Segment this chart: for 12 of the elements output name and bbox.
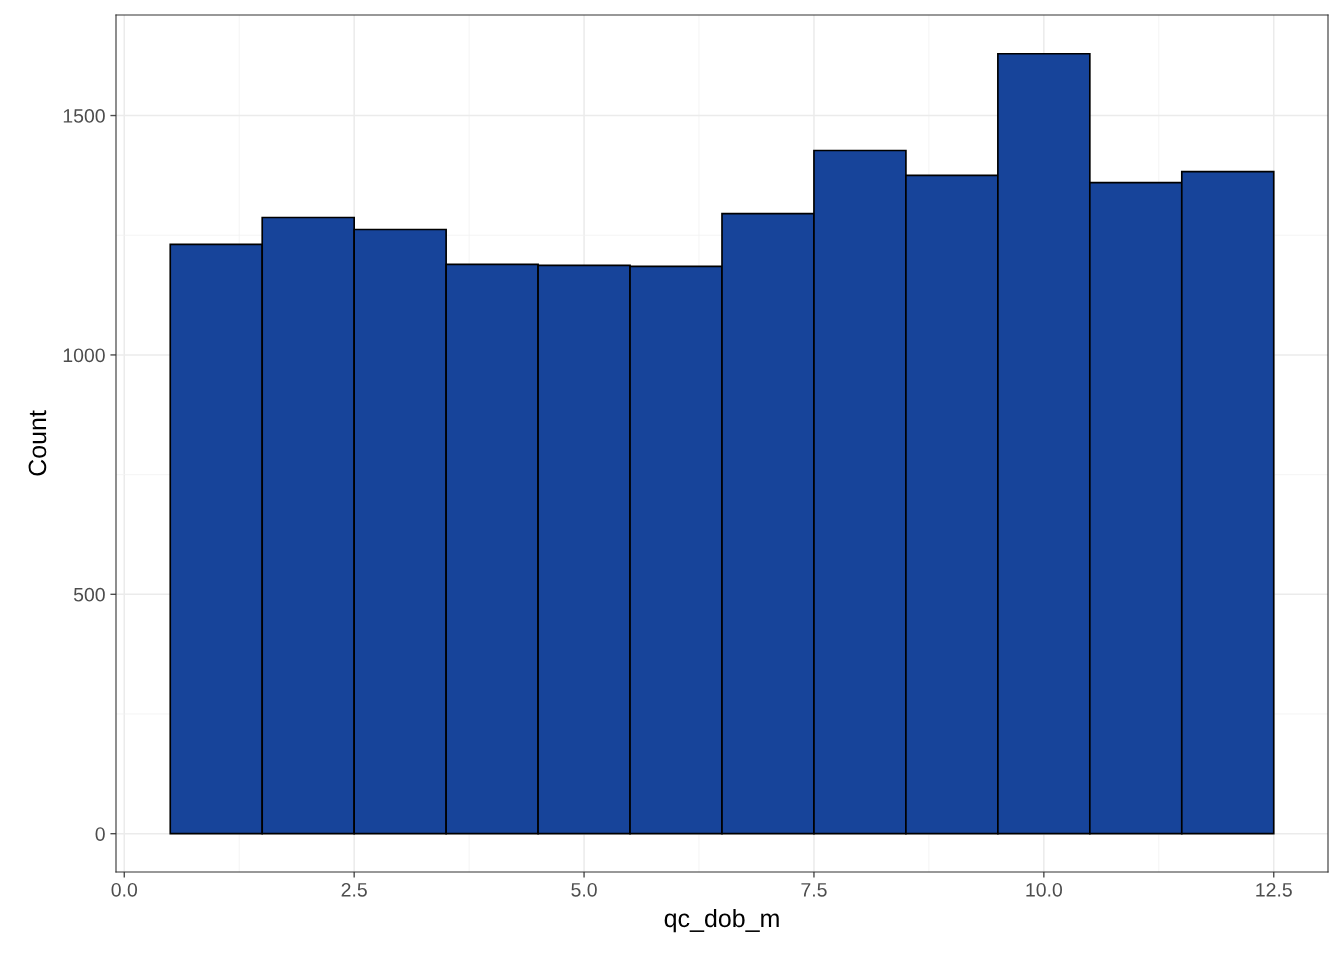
- x-tick-label: 5.0: [571, 882, 597, 897]
- x-tick-label: 7.5: [801, 883, 827, 897]
- y-tick-label: 1500: [63, 109, 105, 123]
- y-tick-label: 1000: [63, 348, 105, 363]
- x-tick-label: 2.5: [341, 882, 367, 897]
- x-axis-title: qc_dob_m: [664, 908, 779, 933]
- y-tick-label: 0: [95, 827, 105, 841]
- x-tick-label: 10.0: [1026, 882, 1063, 897]
- y-tick-label: 500: [73, 587, 105, 602]
- y-axis-title: Count: [28, 410, 47, 476]
- x-tick-label: 0.0: [111, 882, 138, 897]
- x-tick-label: 12.5: [1256, 882, 1292, 897]
